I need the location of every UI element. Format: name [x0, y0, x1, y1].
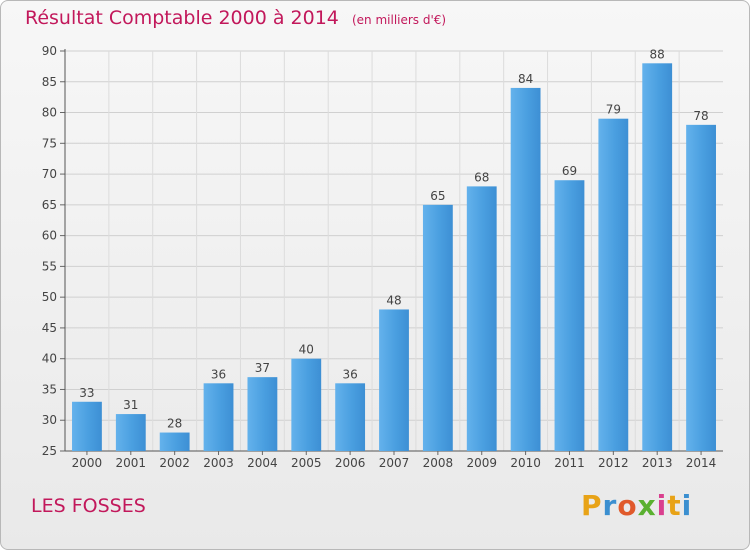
x-tick-label: 2005 — [291, 456, 322, 470]
brand-letter: t — [667, 489, 682, 522]
chart-unit-note: (en milliers d'€) — [351, 13, 447, 27]
data-label: 48 — [386, 293, 401, 307]
bar — [554, 180, 585, 451]
data-label: 68 — [474, 170, 489, 184]
bar — [422, 204, 453, 451]
data-label: 65 — [430, 189, 445, 203]
bar — [335, 383, 366, 451]
bar — [598, 118, 629, 451]
y-tick-label: 90 — [42, 44, 57, 58]
chart-title-row: Résultat Comptable 2000 à 2014 (en milli… — [25, 7, 446, 29]
data-labels: 33 31 28 36 37 40 36 48 65 68 84 69 79 88 78 — [79, 47, 708, 430]
x-tick-label: 2004 — [247, 456, 278, 470]
y-tick-label: 40 — [42, 352, 57, 366]
tick-labels: 25 30 35 40 45 50 55 60 65 70 75 80 85 90 2000 2001 2002… — [42, 44, 717, 470]
y-tick-label: 50 — [42, 290, 57, 304]
bar — [642, 63, 673, 452]
brand-letter: x — [637, 489, 657, 522]
data-label: 33 — [79, 386, 94, 400]
data-label: 40 — [299, 343, 314, 357]
bar — [247, 377, 278, 451]
bar — [291, 358, 322, 451]
data-label: 36 — [211, 367, 226, 381]
y-tick-label: 85 — [42, 75, 57, 89]
y-tick-label: 70 — [42, 167, 57, 181]
brand-letter: r — [602, 489, 618, 522]
x-tick-label: 2014 — [686, 456, 717, 470]
data-label: 37 — [255, 361, 270, 375]
x-tick-label: 2009 — [466, 456, 497, 470]
data-label: 78 — [693, 109, 708, 123]
brand-logo: Proxiti — [581, 489, 692, 522]
y-tick-label: 25 — [42, 444, 57, 458]
data-label: 88 — [650, 47, 665, 61]
bar — [510, 87, 541, 451]
data-label: 28 — [167, 417, 182, 431]
y-tick-label: 45 — [42, 321, 57, 335]
data-label: 36 — [342, 367, 357, 381]
x-tick-label: 2008 — [423, 456, 454, 470]
x-tick-label: 2002 — [159, 456, 190, 470]
brand-letter: P — [581, 489, 603, 522]
y-tick-label: 75 — [42, 136, 57, 150]
data-label: 79 — [606, 103, 621, 117]
chart-title: Résultat Comptable 2000 à 2014 — [25, 7, 339, 29]
brand-letter: i — [681, 489, 693, 522]
bar — [203, 383, 234, 451]
x-tick-label: 2001 — [116, 456, 147, 470]
bar — [115, 414, 146, 451]
x-tick-label: 2006 — [335, 456, 366, 470]
data-label: 69 — [562, 164, 577, 178]
y-tick-label: 60 — [42, 229, 57, 243]
x-tick-label: 2003 — [203, 456, 234, 470]
commune-name: LES FOSSES — [31, 495, 146, 517]
y-tick-label: 55 — [42, 259, 57, 273]
bar — [379, 309, 409, 451]
bars — [72, 63, 716, 452]
brand-letter: i — [656, 489, 668, 522]
bar — [72, 401, 102, 451]
x-tick-label: 2011 — [554, 456, 585, 470]
y-tick-label: 65 — [42, 198, 57, 212]
x-tick-label: 2010 — [510, 456, 541, 470]
data-label: 31 — [123, 398, 138, 412]
y-tick-label: 80 — [42, 106, 57, 120]
x-tick-label: 2012 — [598, 456, 629, 470]
y-tick-label: 35 — [42, 382, 57, 396]
bar — [686, 124, 716, 451]
data-label: 84 — [518, 72, 533, 86]
x-tick-label: 2007 — [379, 456, 410, 470]
y-tick-label: 30 — [42, 413, 57, 427]
brand-letter: o — [617, 489, 638, 522]
x-tick-label: 2013 — [642, 456, 673, 470]
bar — [466, 186, 497, 451]
bar — [159, 432, 190, 451]
x-tick-label: 2000 — [72, 456, 103, 470]
